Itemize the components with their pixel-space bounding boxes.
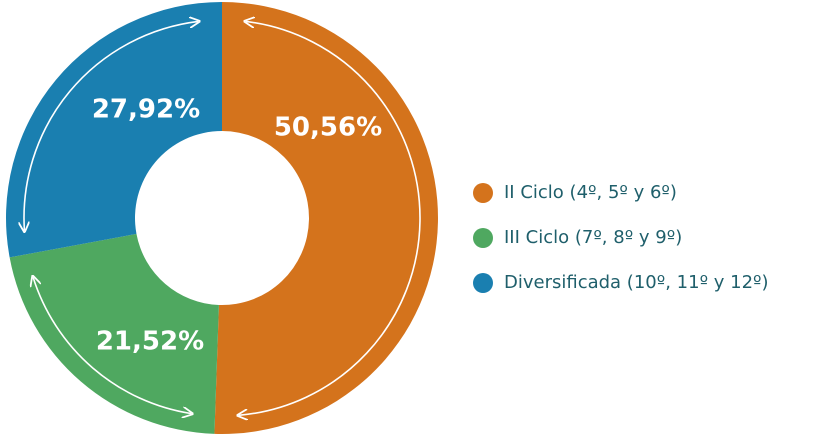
arrow bbox=[24, 21, 198, 230]
legend-label: II Ciclo (4º, 5º y 6º) bbox=[504, 182, 677, 203]
donut-segment bbox=[6, 2, 223, 258]
legend-swatch bbox=[473, 273, 493, 293]
value-label: 27,92% bbox=[92, 95, 200, 125]
legend-swatch bbox=[473, 183, 493, 203]
legend-label: Diversificada (10º, 11º y 12º) bbox=[504, 272, 769, 293]
arrow bbox=[33, 277, 191, 413]
legend-label: III Ciclo (7º, 8º y 9º) bbox=[504, 227, 682, 248]
value-label: 21,52% bbox=[96, 327, 204, 357]
value-label: 50,56% bbox=[274, 113, 382, 143]
donut-segment bbox=[214, 2, 438, 434]
arrow bbox=[239, 21, 421, 415]
legend-swatch bbox=[473, 228, 493, 248]
